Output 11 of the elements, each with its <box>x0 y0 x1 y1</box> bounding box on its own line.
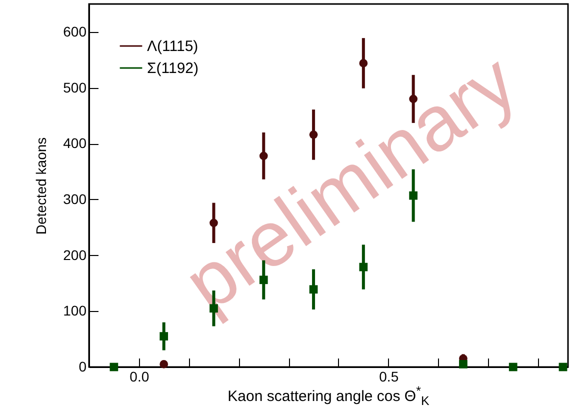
y-axis-title: Detected kaons <box>33 137 50 235</box>
x-tick-label: 0.0 <box>130 368 150 384</box>
y-tick-label: 100 <box>63 302 87 319</box>
y-tick-label: 300 <box>63 190 87 207</box>
y-tick-label: 400 <box>63 135 87 152</box>
y-tick-label: 600 <box>63 23 87 40</box>
y-tick-label: 0 <box>78 358 87 374</box>
legend-label: Λ(1115) <box>147 38 198 55</box>
y-tick-label: 200 <box>63 246 87 263</box>
x-tick-label: 0.5 <box>379 368 399 384</box>
y-tick-label: 500 <box>63 79 87 96</box>
